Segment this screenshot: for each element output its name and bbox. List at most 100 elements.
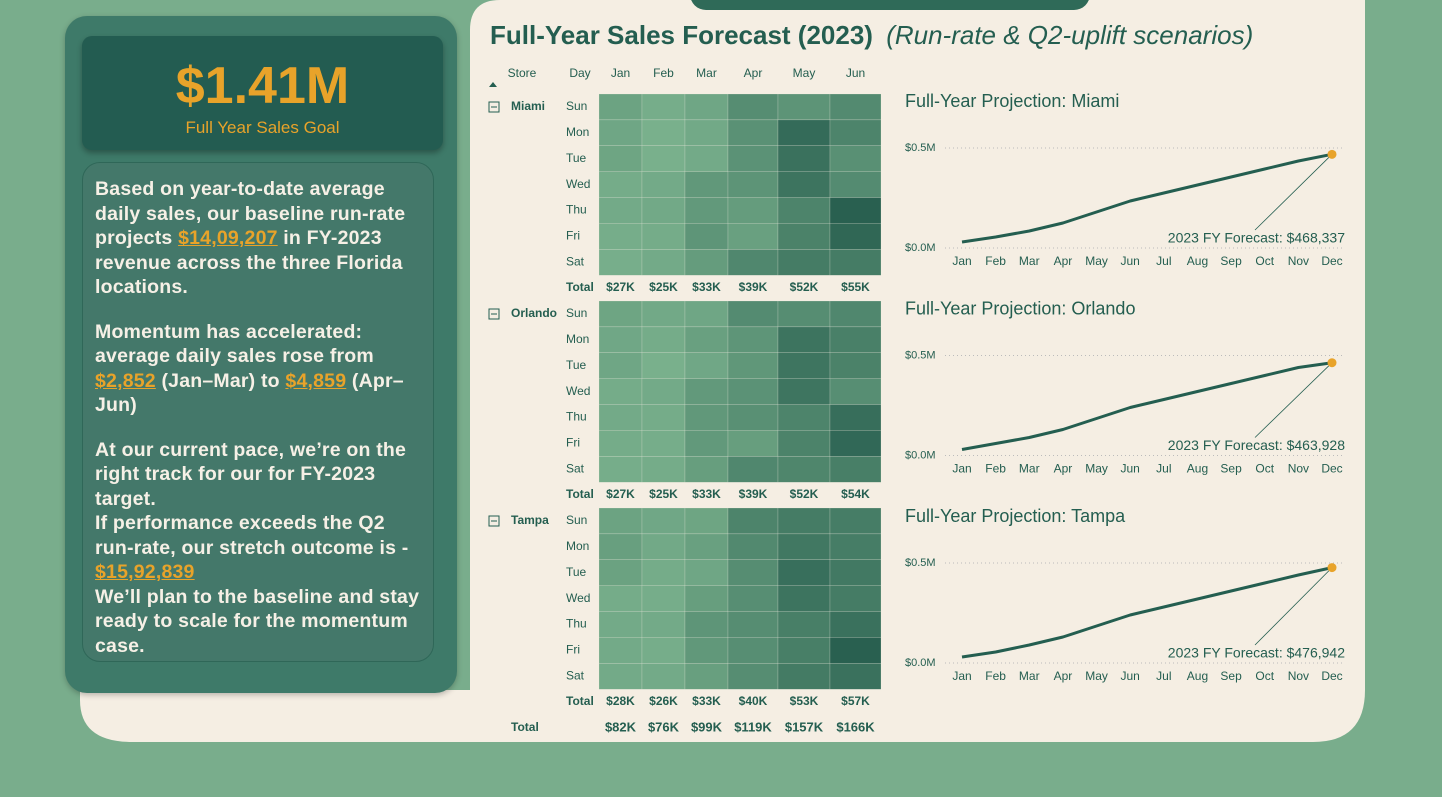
heat-cell	[598, 637, 643, 664]
heat-cell	[598, 559, 643, 586]
x-tick-label: Feb	[985, 669, 1006, 683]
heat-cell	[641, 507, 686, 535]
day-label: Wed	[566, 384, 590, 398]
heat-cell	[727, 663, 779, 690]
heat-cell	[829, 300, 882, 328]
total-value: $52K	[790, 280, 819, 294]
highlight-value: $2,852	[95, 369, 156, 392]
heat-cell	[727, 300, 779, 328]
y-tick-label: $0.5M	[905, 349, 936, 361]
narrative: Based on year-to-date average daily sale…	[82, 162, 434, 662]
heat-cell	[829, 507, 882, 535]
heat-cell	[684, 352, 729, 379]
paragraph: At our current pace, we’re on the right …	[95, 438, 421, 512]
heat-cell	[684, 611, 729, 638]
heat-cell	[684, 93, 729, 121]
heat-cell	[598, 249, 643, 276]
total-label: Total	[566, 280, 594, 294]
heat-cell	[777, 611, 831, 638]
heat-cell	[829, 585, 882, 612]
x-tick-label: Apr	[1054, 254, 1073, 268]
heat-cell	[727, 533, 779, 561]
heat-cell	[598, 611, 643, 638]
forecast-point	[1327, 563, 1337, 573]
x-tick-label: Jan	[952, 254, 971, 268]
collapse-icon	[488, 515, 500, 527]
heat-cell	[727, 197, 779, 224]
total-value: $40K	[739, 694, 768, 708]
y-tick-label: $0.0M	[905, 449, 936, 461]
text: If performance exceeds the Q2 run-rate, …	[95, 512, 409, 559]
grand-total-value: $82K	[605, 719, 637, 734]
heat-cell	[777, 507, 831, 535]
day-label: Wed	[566, 177, 590, 191]
heat-cell	[829, 119, 882, 147]
heat-cell	[777, 637, 831, 664]
column-header: Store	[508, 66, 537, 80]
heat-cell	[829, 197, 882, 224]
x-tick-label: Oct	[1255, 669, 1274, 683]
heat-cell	[641, 559, 686, 586]
heat-cell	[641, 404, 686, 431]
heat-cell	[777, 404, 831, 431]
heat-cell	[829, 404, 882, 431]
heat-cell	[684, 456, 729, 483]
top-tab	[691, 0, 1089, 10]
heat-cell	[727, 352, 779, 379]
heat-cell	[777, 456, 831, 483]
heat-cell	[641, 611, 686, 638]
heat-cell	[727, 430, 779, 457]
total-value: $57K	[841, 694, 870, 708]
heat-cell	[641, 663, 686, 690]
day-label: Sat	[566, 255, 585, 269]
heat-cell	[684, 559, 729, 586]
x-tick-label: Jul	[1156, 462, 1171, 476]
x-tick-label: Mar	[1019, 254, 1040, 268]
x-tick-label: Jun	[1121, 669, 1140, 683]
annotation: 2023 FY Forecast: $463,928	[1168, 437, 1345, 453]
heat-cell	[727, 223, 779, 250]
paragraph: Momentum has accelerated: average daily …	[95, 320, 421, 418]
heat-cell	[777, 326, 831, 353]
day-label: Sun	[566, 99, 587, 113]
kpi-value: $1.41M	[175, 57, 350, 115]
heat-cell	[684, 378, 729, 405]
heat-cell	[598, 223, 643, 250]
heat-cell	[727, 119, 779, 147]
x-tick-label: Nov	[1288, 669, 1309, 683]
heat-cell	[777, 378, 831, 405]
heat-cell	[684, 430, 729, 457]
heat-cell	[598, 93, 643, 121]
heat-cell	[641, 456, 686, 483]
x-tick-label: Oct	[1255, 254, 1274, 268]
heat-cell	[829, 456, 882, 483]
heat-cell	[829, 145, 882, 172]
highlight-value: $4,859	[285, 369, 347, 392]
page-title: Full-Year Sales Forecast (2023) (Run-rat…	[490, 20, 1253, 50]
heat-cell	[684, 171, 729, 198]
x-tick-label: Dec	[1321, 669, 1342, 683]
x-tick-label: Apr	[1054, 669, 1073, 683]
heat-cell	[641, 430, 686, 457]
total-value: $52K	[790, 487, 819, 501]
grand-total-value: $166K	[836, 719, 875, 734]
highlight-value: $14,09,207	[178, 227, 278, 249]
heat-cell	[684, 507, 729, 535]
x-tick-label: Nov	[1288, 254, 1309, 268]
chart-title: Full-Year Projection: Tampa	[905, 506, 1126, 526]
store-name: Tampa	[511, 513, 549, 527]
heat-cell	[641, 119, 686, 147]
heat-cell	[598, 197, 643, 224]
x-tick-label: Aug	[1187, 669, 1208, 683]
line	[961, 152, 1333, 244]
total-value: $25K	[649, 280, 678, 294]
x-tick-label: Jul	[1156, 254, 1171, 268]
heat-cell	[641, 93, 686, 121]
forecast-point	[1327, 358, 1337, 368]
heat-cell	[829, 249, 882, 276]
column-header: Apr	[744, 66, 763, 80]
heat-cell	[641, 326, 686, 353]
heat-cell	[829, 378, 882, 405]
